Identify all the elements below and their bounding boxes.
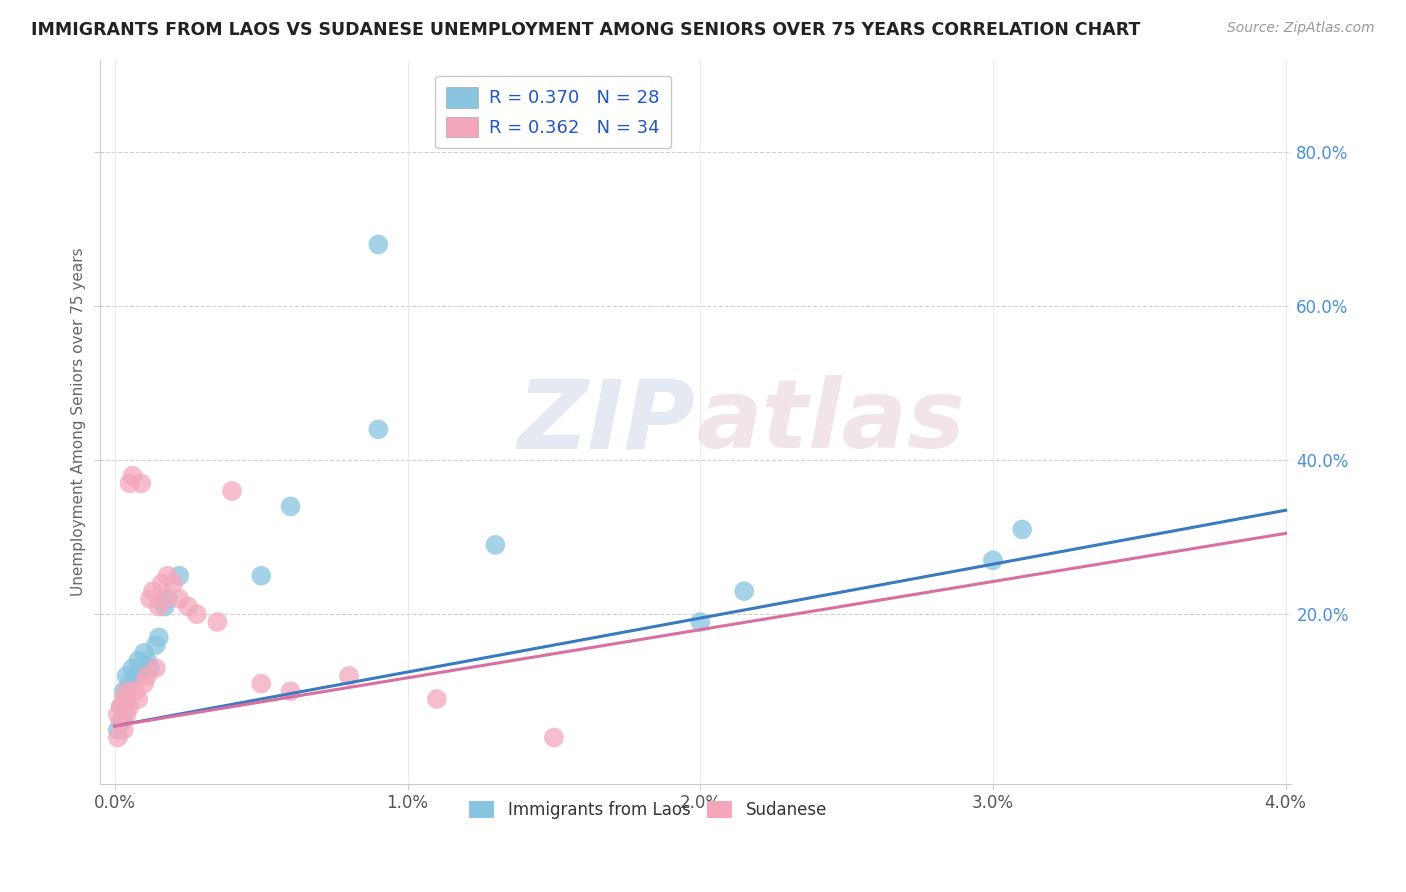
Point	[156, 591, 179, 606]
Point	[169, 568, 191, 582]
Point	[367, 237, 389, 252]
Point	[110, 699, 132, 714]
Point	[150, 576, 173, 591]
Point	[136, 669, 159, 683]
Point	[426, 692, 449, 706]
Point	[162, 576, 184, 591]
Point	[115, 692, 138, 706]
Point	[127, 692, 149, 706]
Point	[169, 591, 191, 606]
Point	[129, 661, 152, 675]
Point	[139, 591, 162, 606]
Point	[153, 599, 176, 614]
Point	[118, 699, 141, 714]
Point	[110, 715, 132, 730]
Point	[129, 476, 152, 491]
Point	[127, 653, 149, 667]
Point	[186, 607, 208, 622]
Point	[121, 468, 143, 483]
Point	[733, 584, 755, 599]
Point	[543, 731, 565, 745]
Point	[134, 646, 156, 660]
Point	[153, 591, 176, 606]
Point	[367, 422, 389, 436]
Point	[981, 553, 1004, 567]
Point	[139, 661, 162, 675]
Point	[118, 476, 141, 491]
Point	[107, 723, 129, 737]
Y-axis label: Unemployment Among Seniors over 75 years: Unemployment Among Seniors over 75 years	[72, 247, 86, 596]
Point	[136, 653, 159, 667]
Text: atlas: atlas	[696, 376, 965, 468]
Point	[484, 538, 506, 552]
Point	[110, 699, 132, 714]
Point	[689, 615, 711, 629]
Point	[145, 661, 167, 675]
Legend: Immigrants from Laos, Sudanese: Immigrants from Laos, Sudanese	[463, 795, 834, 826]
Point	[148, 631, 170, 645]
Point	[115, 707, 138, 722]
Point	[280, 684, 302, 698]
Point	[112, 692, 135, 706]
Text: ZIP: ZIP	[517, 376, 696, 468]
Point	[112, 723, 135, 737]
Point	[107, 707, 129, 722]
Point	[115, 669, 138, 683]
Point	[145, 638, 167, 652]
Point	[124, 684, 146, 698]
Text: Source: ZipAtlas.com: Source: ZipAtlas.com	[1227, 21, 1375, 35]
Text: IMMIGRANTS FROM LAOS VS SUDANESE UNEMPLOYMENT AMONG SENIORS OVER 75 YEARS CORREL: IMMIGRANTS FROM LAOS VS SUDANESE UNEMPLO…	[31, 21, 1140, 38]
Point	[148, 599, 170, 614]
Point	[112, 684, 135, 698]
Point	[156, 568, 179, 582]
Point	[1011, 523, 1033, 537]
Point	[221, 483, 243, 498]
Point	[207, 615, 229, 629]
Point	[110, 715, 132, 730]
Point	[115, 684, 138, 698]
Point	[142, 584, 165, 599]
Point	[107, 731, 129, 745]
Point	[250, 568, 273, 582]
Point	[280, 500, 302, 514]
Point	[134, 676, 156, 690]
Point	[250, 676, 273, 690]
Point	[124, 669, 146, 683]
Point	[112, 707, 135, 722]
Point	[118, 676, 141, 690]
Point	[121, 661, 143, 675]
Point	[177, 599, 200, 614]
Point	[337, 669, 360, 683]
